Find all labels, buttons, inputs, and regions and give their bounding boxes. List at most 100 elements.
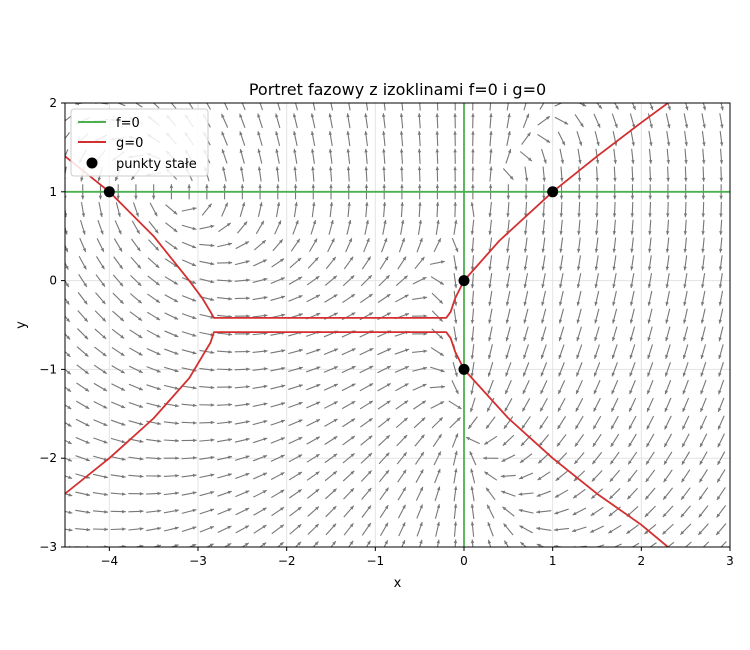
y-axis-label: y [14,321,29,329]
field-arrow [646,379,654,395]
field-arrow [665,273,670,289]
vector-field [65,103,727,547]
field-arrow [217,261,233,265]
field-arrow [504,380,512,395]
field-arrow [288,471,303,481]
field-arrow [382,166,386,182]
field-arrow [234,385,250,389]
field-arrow [395,294,409,303]
field-arrow [217,350,233,354]
field-arrow [359,293,373,304]
field-arrow [346,113,351,129]
field-arrow [536,490,552,497]
field-arrow [343,505,355,518]
field-arrow [700,362,707,377]
field-arrow [146,384,162,391]
field-arrow [522,113,530,128]
field-arrow [609,469,621,483]
field-arrow [77,310,89,323]
field-arrow [435,130,439,147]
field-arrow [717,397,725,413]
field-arrow [700,379,707,395]
field-arrow [65,475,73,480]
y-axis-ticks: −3 −2 −1 0 1 2 [39,96,65,554]
field-arrow [146,456,162,461]
field-arrow [684,166,688,182]
field-arrow [719,201,723,218]
field-arrow [253,489,268,498]
field-arrow [487,539,492,547]
field-arrow [589,525,605,533]
field-arrow [716,487,726,501]
field-arrow [489,148,493,164]
field-arrow [559,273,564,289]
field-arrow [700,397,707,413]
field-arrow [76,328,89,340]
field-arrow [610,433,620,448]
field-arrow [199,243,215,248]
field-arrow [436,539,440,547]
field-arrow [518,472,534,480]
field-arrow [239,166,245,182]
field-arrow [342,293,356,304]
field-arrow [557,398,566,412]
field-arrow [453,130,457,147]
field-arrow [80,202,86,218]
field-arrow [381,237,388,253]
field-arrow [222,166,227,182]
field-arrow [65,297,70,305]
field-arrow [505,326,511,342]
field-arrow [128,492,144,496]
field-arrow [128,365,143,374]
field-arrow [629,326,636,342]
field-arrow [307,256,319,269]
field-arrow [324,470,338,482]
field-arrow [310,219,317,235]
field-arrow [505,273,511,289]
field-arrow [199,278,215,284]
field-arrow [305,366,321,373]
field-arrow [558,290,564,306]
field-arrow [234,314,250,318]
field-arrow [199,385,215,390]
field-arrow [666,201,670,218]
field-arrow [312,103,316,111]
field-arrow [257,166,262,182]
field-arrow [412,383,427,391]
field-arrow [288,454,303,463]
field-arrow [147,275,160,286]
field-arrow [665,326,671,342]
field-arrow [470,344,475,360]
field-arrow [329,201,334,218]
field-arrow [629,379,636,395]
field-arrow [594,131,600,146]
field-arrow [417,219,423,235]
field-arrow [252,367,268,371]
field-arrow [75,436,90,444]
field-arrow [112,292,124,305]
field-arrow [378,274,390,287]
field-arrow [341,400,356,410]
field-arrow [234,437,250,443]
field-arrow [415,486,424,501]
field-arrow [305,348,321,355]
x-tick-label: 2 [638,554,646,568]
field-arrow [401,103,404,111]
field-arrow [577,219,581,235]
field-arrow [164,312,179,320]
field-arrow [217,367,233,372]
field-arrow [647,273,653,289]
field-arrow [681,469,691,483]
field-arrow [271,524,285,535]
field-arrow [698,505,709,518]
field-arrow [700,308,706,324]
field-arrow [666,130,671,147]
field-arrow [626,524,639,535]
field-arrow [467,416,478,430]
field-arrow [130,256,142,269]
field-arrow [665,237,670,253]
field-arrow [115,202,121,218]
field-arrow [275,202,281,218]
field-arrow [290,238,301,252]
field-arrow [257,202,263,218]
